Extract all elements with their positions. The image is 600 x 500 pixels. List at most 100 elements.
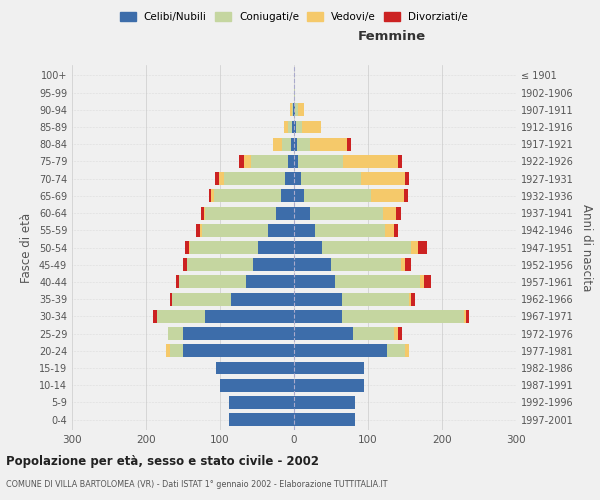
Bar xyxy=(172,292,231,306)
Bar xyxy=(284,120,288,134)
Bar xyxy=(347,138,351,150)
Bar xyxy=(170,292,172,306)
Bar xyxy=(371,190,404,202)
Bar xyxy=(218,172,224,185)
Bar xyxy=(294,344,386,358)
Bar xyxy=(273,138,282,150)
Bar xyxy=(292,120,294,134)
Bar xyxy=(231,292,294,306)
Bar xyxy=(394,224,398,236)
Bar xyxy=(464,310,466,323)
Bar xyxy=(343,155,398,168)
Bar xyxy=(386,344,405,358)
Bar xyxy=(385,224,394,236)
Bar xyxy=(405,258,411,271)
Bar xyxy=(239,155,244,168)
Bar xyxy=(294,310,342,323)
Bar xyxy=(294,241,322,254)
Bar xyxy=(411,292,415,306)
Bar xyxy=(295,104,298,116)
Bar xyxy=(294,104,295,116)
Bar xyxy=(361,172,405,185)
Bar xyxy=(405,344,409,358)
Bar xyxy=(166,344,170,358)
Bar xyxy=(229,396,294,409)
Bar xyxy=(179,276,246,288)
Bar xyxy=(290,104,292,116)
Text: COMUNE DI VILLA BARTOLOMEA (VR) - Dati ISTAT 1° gennaio 2002 - Elaborazione TUTT: COMUNE DI VILLA BARTOLOMEA (VR) - Dati I… xyxy=(6,480,388,489)
Bar xyxy=(204,206,205,220)
Bar xyxy=(183,327,294,340)
Bar xyxy=(189,241,190,254)
Bar xyxy=(398,155,402,168)
Bar xyxy=(298,104,304,116)
Bar xyxy=(296,120,302,134)
Bar xyxy=(297,138,310,150)
Bar xyxy=(176,276,179,288)
Bar xyxy=(293,104,294,116)
Bar xyxy=(157,310,205,323)
Bar xyxy=(288,120,292,134)
Y-axis label: Fasce di età: Fasce di età xyxy=(20,212,33,282)
Legend: Celibi/Nubili, Coniugati/e, Vedovi/e, Divorziati/e: Celibi/Nubili, Coniugati/e, Vedovi/e, Di… xyxy=(120,12,468,22)
Bar xyxy=(294,224,315,236)
Y-axis label: Anni di nascita: Anni di nascita xyxy=(580,204,593,291)
Bar xyxy=(353,327,394,340)
Bar xyxy=(335,276,420,288)
Bar xyxy=(201,206,204,220)
Bar xyxy=(409,292,411,306)
Bar xyxy=(294,206,310,220)
Bar xyxy=(398,327,402,340)
Bar xyxy=(322,241,411,254)
Bar xyxy=(268,224,294,236)
Bar xyxy=(205,310,294,323)
Bar xyxy=(170,344,183,358)
Bar xyxy=(294,86,295,99)
Bar xyxy=(200,224,202,236)
Bar xyxy=(285,172,294,185)
Bar xyxy=(396,206,401,220)
Bar xyxy=(251,155,288,168)
Bar xyxy=(216,362,294,374)
Bar xyxy=(294,396,355,409)
Bar xyxy=(185,241,189,254)
Bar xyxy=(288,155,294,168)
Bar xyxy=(187,258,253,271)
Bar xyxy=(342,310,464,323)
Bar xyxy=(418,241,427,254)
Bar xyxy=(394,327,398,340)
Bar xyxy=(214,190,281,202)
Bar xyxy=(401,258,405,271)
Bar xyxy=(383,206,396,220)
Bar xyxy=(466,310,469,323)
Bar xyxy=(220,379,294,392)
Bar xyxy=(294,362,364,374)
Bar xyxy=(420,276,424,288)
Bar xyxy=(292,104,293,116)
Bar xyxy=(310,206,383,220)
Bar xyxy=(211,190,214,202)
Bar xyxy=(281,190,294,202)
Bar xyxy=(183,258,187,271)
Bar xyxy=(315,224,385,236)
Bar xyxy=(244,155,251,168)
Bar xyxy=(294,155,298,168)
Bar xyxy=(209,190,211,202)
Bar xyxy=(291,138,294,150)
Bar xyxy=(246,276,294,288)
Bar xyxy=(411,241,418,254)
Bar xyxy=(224,172,285,185)
Bar xyxy=(202,224,268,236)
Bar xyxy=(294,327,353,340)
Bar xyxy=(259,241,294,254)
Bar xyxy=(196,224,200,236)
Bar xyxy=(282,138,291,150)
Bar xyxy=(310,138,347,150)
Bar xyxy=(331,258,401,271)
Bar xyxy=(294,413,355,426)
Bar xyxy=(215,172,218,185)
Bar xyxy=(302,120,320,134)
Bar xyxy=(294,379,364,392)
Bar xyxy=(301,172,361,185)
Bar xyxy=(253,258,294,271)
